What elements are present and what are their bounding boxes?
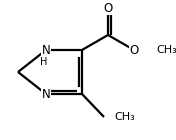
Text: O: O [103,2,113,15]
Text: N: N [42,44,50,57]
Text: H: H [40,57,48,67]
Text: O: O [129,44,139,57]
Text: CH₃: CH₃ [156,45,176,55]
Text: CH₃: CH₃ [114,112,135,122]
Text: N: N [42,88,50,101]
